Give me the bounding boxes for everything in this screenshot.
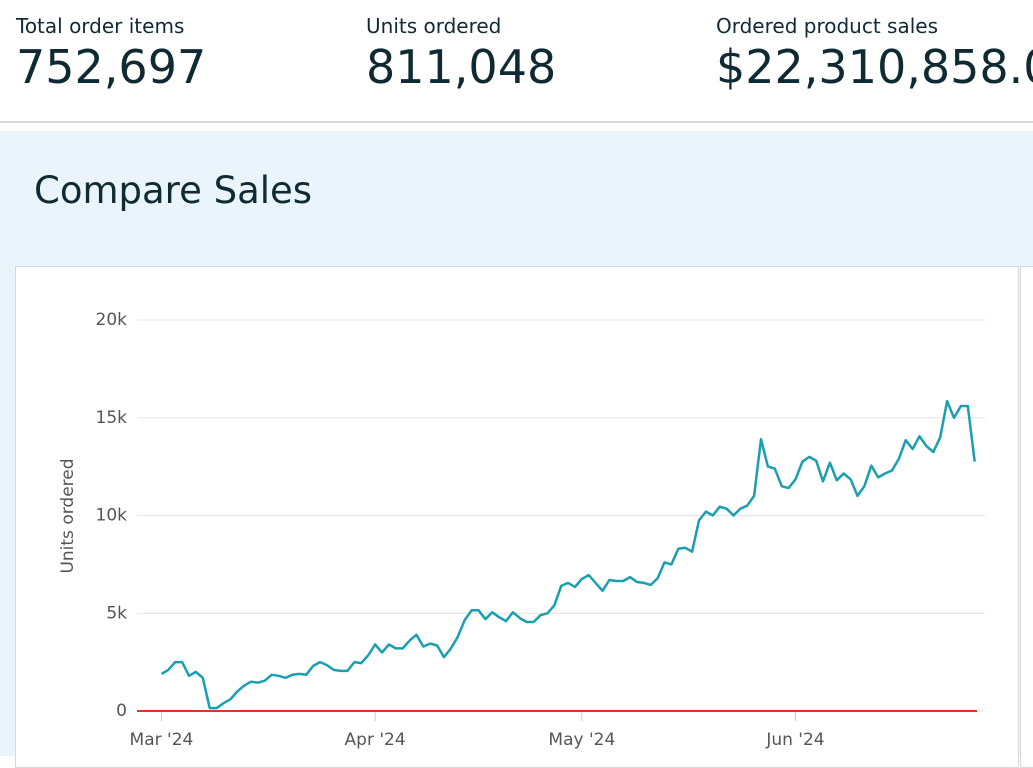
metric[interactable]: Units ordered 811,048 [366,14,556,94]
metric-value: 752,697 [16,40,207,94]
metric-label: Units ordered [366,14,502,38]
x-tick-label: Jun '24 [765,730,824,750]
data-line [160,399,976,710]
y-tick-label: 15k [96,408,128,428]
metric-value: 811,048 [366,40,557,94]
metric[interactable]: Total order items 752,697 [16,14,206,94]
y-tick-label: 0 [116,701,127,721]
x-tick-label: Apr '24 [345,730,406,750]
x-tick-label: May '24 [548,730,615,750]
metric-label: Ordered product sales [716,14,938,38]
metric[interactable]: Ordered product sales $22,310,858.0 [716,14,1033,94]
chart-card [15,266,1019,768]
metric-value: $22,310,858.0 [716,40,1033,94]
section-title: Compare Sales [34,169,313,212]
y-tick-label: 5k [106,603,127,623]
x-tick-label: Mar '24 [130,730,194,750]
y-tick-label: 10k [96,506,128,526]
y-tick-label: 20k [96,310,128,330]
y-axis-label: Units ordered [58,458,78,573]
metrics-bar: Total order items 752,697 Units ordered … [0,0,1033,123]
metric-label: Total order items [16,14,185,38]
